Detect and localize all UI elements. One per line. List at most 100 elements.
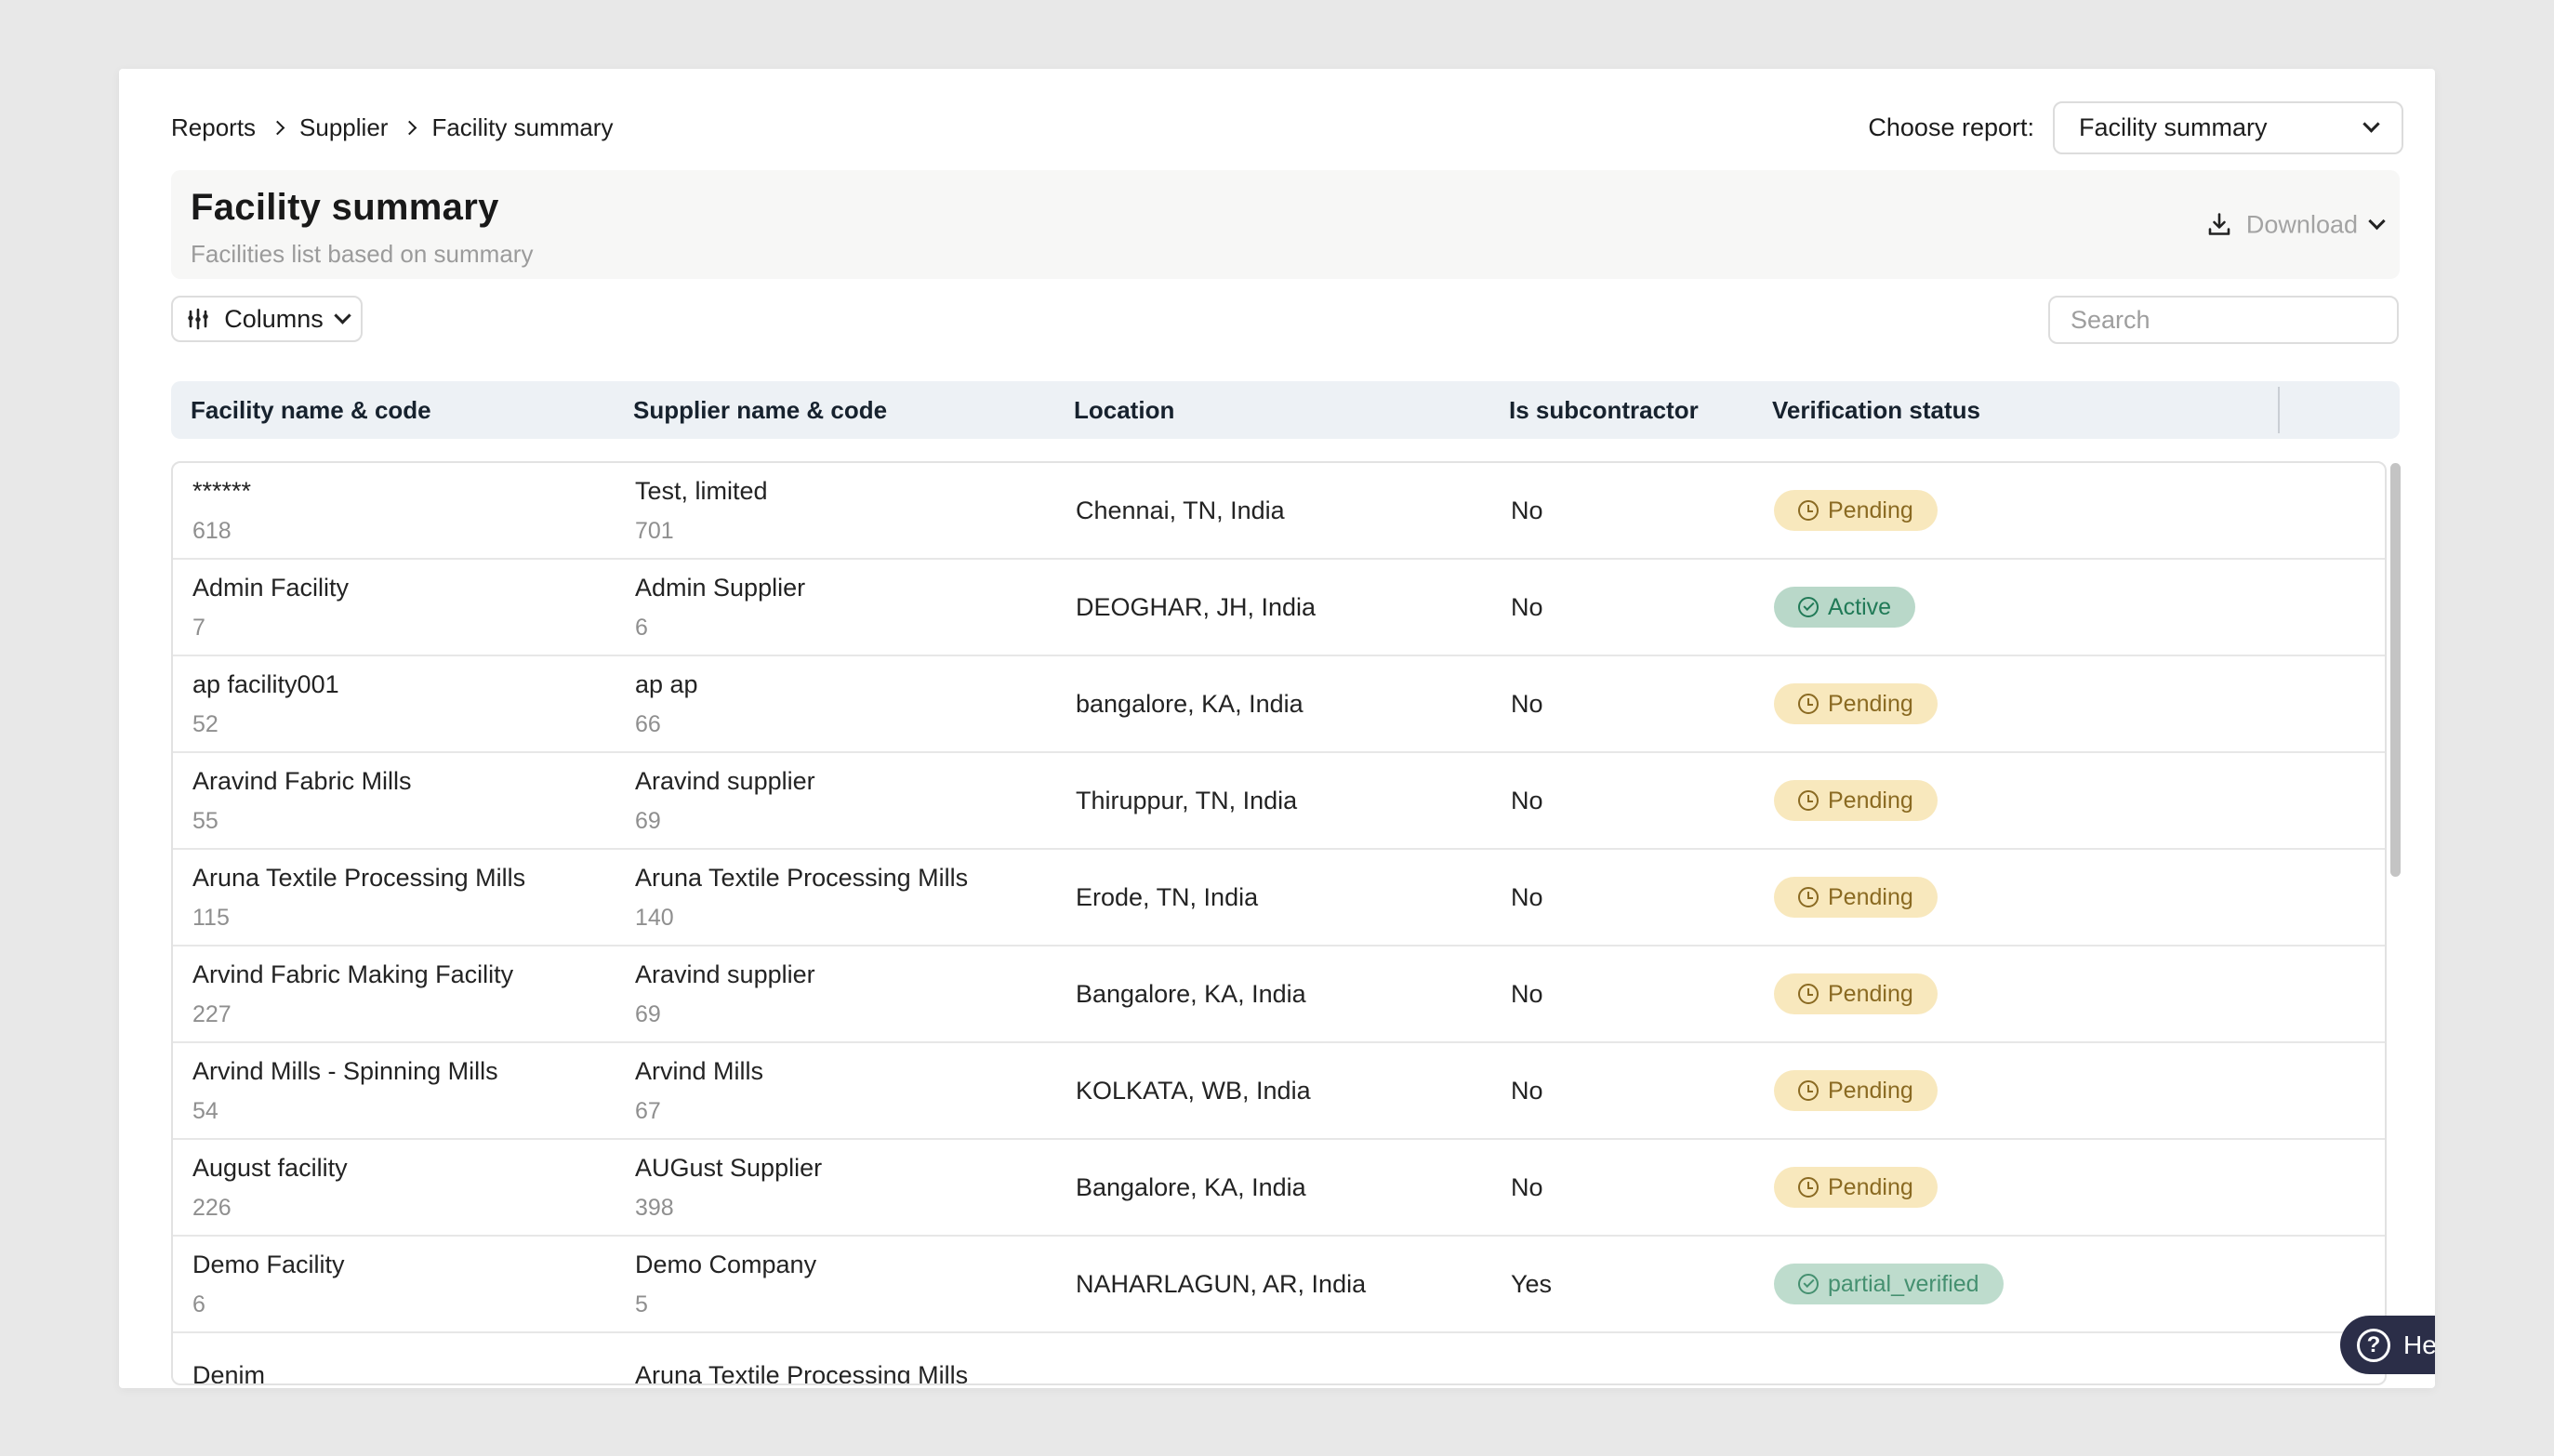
supplier-name-cell: Arvind Mills 67	[635, 1057, 1076, 1125]
breadcrumb-supplier[interactable]: Supplier	[299, 113, 389, 141]
status-label: Pending	[1828, 1077, 1913, 1104]
subcontractor-cell: No	[1511, 882, 1543, 911]
location-cell: Erode, TN, India	[1076, 882, 1259, 911]
subcontractor-cell: Yes	[1511, 1269, 1553, 1298]
page-subtitle: Facilities list based on summary	[191, 240, 534, 268]
breadcrumb-facility-summary[interactable]: Facility summary	[431, 113, 614, 141]
check-circle-icon	[1798, 597, 1819, 617]
location-cell: bangalore, KA, India	[1076, 689, 1303, 718]
table-row[interactable]: Arvind Mills - Spinning Mills 54 Arvind …	[173, 1043, 2385, 1140]
breadcrumb: Reports Supplier Facility summary	[171, 101, 613, 154]
status-label: Active	[1828, 593, 1892, 620]
table-body: ****** 618 Test, limited 701 Chennai, TN…	[171, 461, 2387, 1385]
supplier-code: 5	[635, 1291, 648, 1317]
supplier-code: 66	[635, 710, 661, 737]
chevron-down-icon	[2368, 212, 2386, 230]
supplier-name: AUGust Supplier	[635, 1153, 823, 1182]
subcontractor-cell: No	[1511, 1172, 1543, 1201]
status-badge: Pending	[1774, 1167, 1938, 1208]
table-row[interactable]: Demo Facility 6 Demo Company 5 NAHARLAGU…	[173, 1237, 2385, 1333]
help-button[interactable]: ? Help	[2340, 1316, 2435, 1374]
supplier-name: Test, limited	[635, 476, 768, 505]
status-cell: Pending	[1774, 780, 2385, 821]
clock-icon	[1798, 790, 1819, 811]
supplier-code: 6	[635, 614, 648, 641]
supplier-code: 140	[635, 904, 674, 931]
supplier-code: 69	[635, 1000, 661, 1027]
table-row[interactable]: Admin Facility 7 Admin Supplier 6 DEOGHA…	[173, 560, 2385, 656]
location-cell: Thiruppur, TN, India	[1076, 786, 1298, 814]
table-row[interactable]: Arvind Fabric Making Facility 227 Aravin…	[173, 946, 2385, 1043]
check-circle-icon	[1798, 1274, 1819, 1294]
facility-name-cell: Demo Facility 6	[192, 1251, 635, 1318]
supplier-code: 69	[635, 807, 661, 834]
status-label: Pending	[1828, 1173, 1913, 1200]
download-icon	[2208, 213, 2230, 235]
table-row[interactable]: ap facility001 52 ap ap 66 bangalore, KA…	[173, 656, 2385, 753]
table-header: Facility name & code Supplier name & cod…	[171, 381, 2400, 439]
facility-name: Denim	[192, 1361, 266, 1385]
supplier-name-cell: Demo Company 5	[635, 1251, 1076, 1318]
table-row[interactable]: Aruna Textile Processing Mills 115 Aruna…	[173, 850, 2385, 946]
table-row[interactable]: Denim Aruna Textile Processing Mills	[173, 1333, 2385, 1385]
col-header-facility: Facility name & code	[191, 395, 431, 424]
supplier-name: Aruna Textile Processing Mills	[635, 863, 969, 892]
facility-code: 115	[192, 904, 230, 931]
chevron-down-icon	[2362, 115, 2380, 133]
facility-name: Aravind Fabric Mills	[192, 766, 412, 795]
table-row[interactable]: August facility 226 AUGust Supplier 398 …	[173, 1140, 2385, 1237]
supplier-name-cell: Aruna Textile Processing Mills 140	[635, 864, 1076, 932]
table-row[interactable]: Aravind Fabric Mills 55 Aravind supplier…	[173, 753, 2385, 850]
facility-code: 226	[192, 1194, 232, 1221]
supplier-code: 398	[635, 1194, 674, 1221]
facility-name-cell: ****** 618	[192, 477, 635, 545]
status-badge: Pending	[1774, 973, 1938, 1014]
download-label: Download	[2245, 210, 2358, 238]
facility-code: 618	[192, 517, 232, 544]
col-header-supplier: Supplier name & code	[633, 395, 888, 424]
status-badge: partial_verified	[1774, 1264, 2004, 1304]
facility-code: 7	[192, 614, 205, 641]
status-badge: Pending	[1774, 877, 1938, 918]
supplier-code: 67	[635, 1097, 661, 1124]
status-cell: Active	[1774, 587, 2385, 628]
facility-name: Admin Facility	[192, 573, 350, 602]
chevron-right-icon	[270, 120, 285, 136]
facility-name-cell: Aruna Textile Processing Mills 115	[192, 864, 635, 932]
col-header-subcontractor: Is subcontractor	[1509, 395, 1699, 424]
supplier-name-cell: ap ap 66	[635, 670, 1076, 738]
facility-name: Arvind Mills - Spinning Mills	[192, 1056, 498, 1085]
supplier-name-cell: Aravind supplier 69	[635, 767, 1076, 835]
report-picker: Choose report: Facility summary	[1868, 101, 2403, 154]
download-button[interactable]: Download	[2205, 210, 2386, 239]
supplier-name: Aravind supplier	[635, 766, 815, 795]
status-badge: Pending	[1774, 490, 1938, 531]
facility-name: Demo Facility	[192, 1250, 345, 1278]
search-input[interactable]	[2071, 305, 2400, 335]
subcontractor-cell: No	[1511, 1076, 1543, 1105]
status-label: Pending	[1828, 883, 1913, 910]
facility-name: August facility	[192, 1153, 348, 1182]
report-select[interactable]: Facility summary	[2053, 101, 2403, 154]
facility-name: ap facility001	[192, 669, 339, 698]
vertical-scrollbar-thumb[interactable]	[2390, 463, 2401, 877]
status-badge: Active	[1774, 587, 1916, 628]
supplier-name-cell: Aravind supplier 69	[635, 960, 1076, 1028]
table-row[interactable]: ****** 618 Test, limited 701 Chennai, TN…	[173, 463, 2385, 560]
location-cell: KOLKATA, WB, India	[1076, 1076, 1311, 1105]
col-header-verification: Verification status	[1772, 395, 1980, 424]
status-badge: Pending	[1774, 780, 1938, 821]
location-cell: Bangalore, KA, India	[1076, 979, 1306, 1008]
status-label: Pending	[1828, 690, 1913, 717]
columns-button[interactable]: Columns	[171, 296, 363, 342]
facility-name-cell: ap facility001 52	[192, 670, 635, 738]
breadcrumb-reports[interactable]: Reports	[171, 113, 257, 141]
subcontractor-cell: No	[1511, 979, 1543, 1008]
status-cell: Pending	[1774, 683, 2385, 724]
clock-icon	[1798, 1080, 1819, 1101]
facility-code: 55	[192, 807, 218, 834]
status-label: Pending	[1828, 980, 1913, 1007]
column-divider	[2278, 387, 2280, 433]
facility-code: 6	[192, 1291, 205, 1317]
